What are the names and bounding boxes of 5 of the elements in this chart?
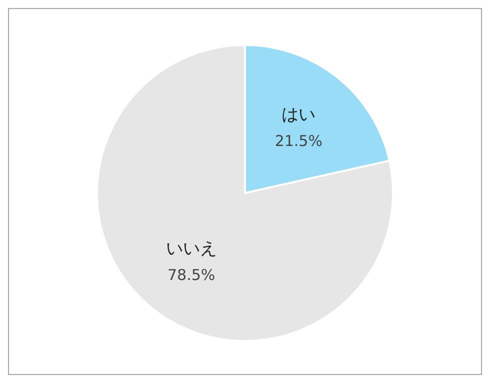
pie-slice — [96, 44, 394, 342]
data-label: 21.5% — [274, 132, 322, 150]
slice-label: はい — [282, 105, 316, 126]
data-label: 78.5% — [168, 266, 216, 284]
slice-label: いいえ — [166, 238, 217, 259]
